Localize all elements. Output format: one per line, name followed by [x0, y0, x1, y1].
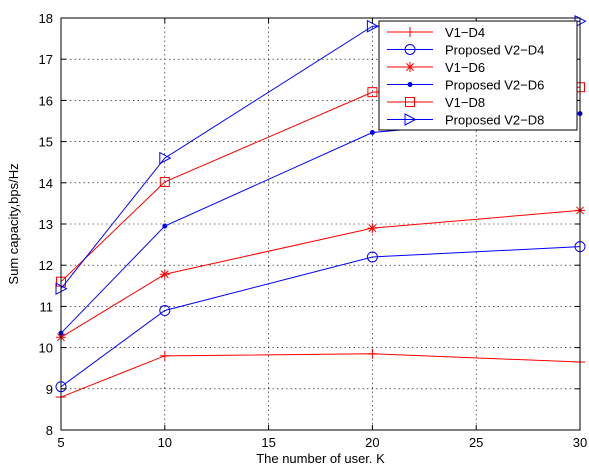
marker-plus	[367, 348, 378, 359]
marker-circle	[366, 251, 378, 263]
marker-triangle-right	[366, 19, 379, 33]
series-line	[60, 246, 581, 388]
legend-entry: V1−D4	[387, 25, 485, 40]
legend-label: Proposed V2−D4	[445, 43, 544, 58]
marker-dot	[407, 82, 413, 87]
y-tick-label: 8	[46, 423, 53, 438]
marker-triangle-right	[404, 113, 417, 126]
legend-label: V1−D6	[445, 60, 485, 75]
x-tick-label: 10	[158, 435, 172, 450]
y-tick-label: 14	[39, 176, 53, 191]
legend-entry: Proposed V2−D6	[387, 78, 544, 93]
marker-dot	[369, 130, 375, 136]
x-axis-title: The number of user. K	[256, 451, 385, 466]
marker-asterisk	[367, 223, 378, 234]
y-axis-title: Sum capacity,bps/Hz	[6, 163, 21, 284]
y-tick-label: 12	[39, 258, 53, 273]
legend: V1−D4 Proposed V2−D4 V1−D6 Proposed V2−D6 V1…	[378, 20, 578, 131]
marker-asterisk	[405, 62, 415, 72]
y-tick-label: 10	[39, 341, 53, 356]
marker-triangle-right	[159, 151, 172, 165]
series-line	[60, 353, 581, 398]
marker-circle	[159, 305, 171, 317]
legend-label: V1−D4	[445, 25, 485, 40]
marker-plus	[405, 27, 415, 37]
y-tick-label: 17	[39, 52, 53, 67]
legend-box	[378, 20, 578, 131]
y-tick-label: 18	[39, 11, 53, 26]
y-tick-label: 16	[39, 93, 53, 108]
legend-label: V1−D8	[445, 95, 485, 110]
x-tick-label: 30	[573, 435, 587, 450]
marker-plus	[159, 350, 170, 361]
legend-entry: Proposed V2−D8	[387, 113, 544, 128]
marker-asterisk	[159, 269, 170, 280]
series-line	[60, 209, 581, 338]
y-tick-label: 11	[40, 299, 54, 314]
y-tick-label: 13	[39, 217, 53, 232]
marker-circle	[404, 44, 416, 55]
x-tick-label: 15	[261, 435, 275, 450]
legend-entry: V1−D8	[387, 95, 485, 110]
x-tick-label: 20	[365, 435, 379, 450]
y-tick-label: 9	[46, 382, 53, 397]
marker-square	[159, 176, 170, 187]
legend-entry: V1−D6	[387, 60, 485, 75]
y-tick-label: 15	[39, 135, 53, 150]
marker-square	[367, 87, 378, 98]
marker-dot	[162, 223, 168, 229]
x-tick-label: 5	[57, 435, 64, 450]
x-tick-label: 25	[469, 435, 483, 450]
legend-label: Proposed V2−D8	[445, 113, 544, 128]
marker-square	[405, 97, 415, 107]
legend-entry: Proposed V2−D4	[387, 43, 544, 58]
legend-label: Proposed V2−D6	[445, 78, 544, 93]
axis-ticks: 5 10 15 20 25 30 8 9 10 11 12 13 14 15 16 17 18	[39, 11, 588, 450]
